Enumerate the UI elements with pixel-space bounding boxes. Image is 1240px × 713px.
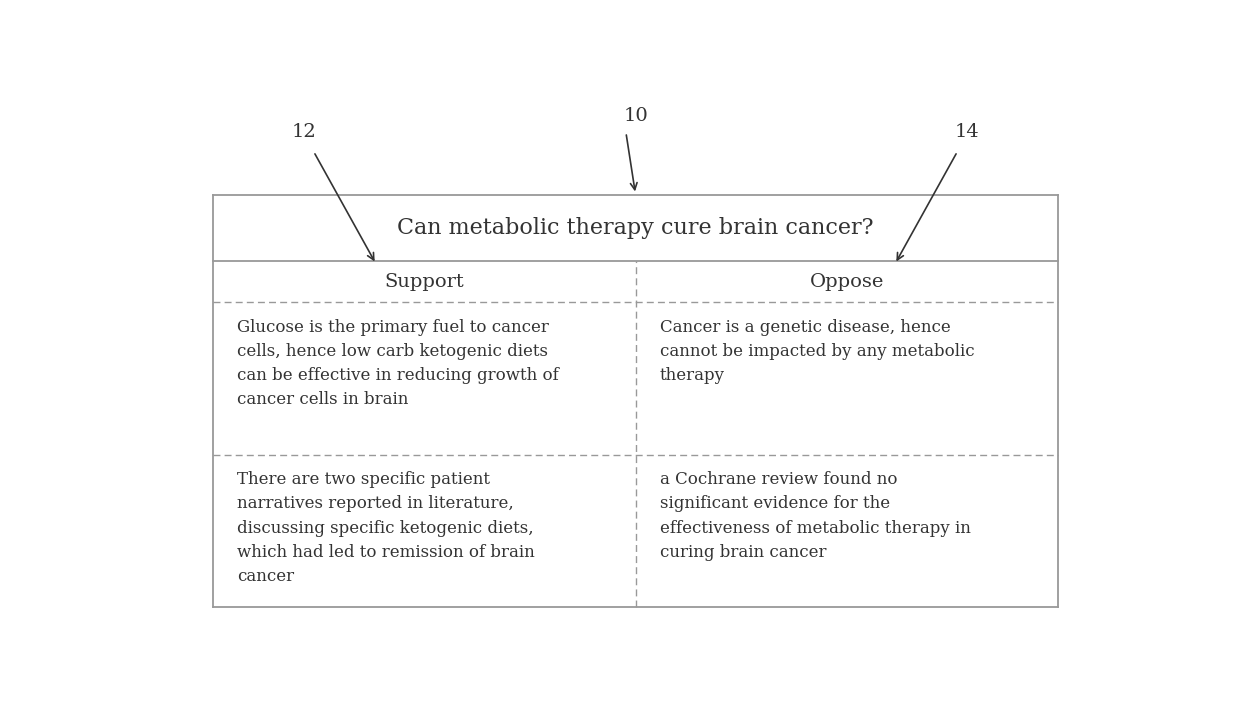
Text: Can metabolic therapy cure brain cancer?: Can metabolic therapy cure brain cancer? <box>397 217 874 240</box>
Text: 10: 10 <box>624 107 647 125</box>
Text: 12: 12 <box>291 123 316 141</box>
Text: Cancer is a genetic disease, hence
cannot be impacted by any metabolic
therapy: Cancer is a genetic disease, hence canno… <box>660 319 975 384</box>
Text: Glucose is the primary fuel to cancer
cells, hence low carb ketogenic diets
can : Glucose is the primary fuel to cancer ce… <box>237 319 558 409</box>
Text: Oppose: Oppose <box>810 273 884 291</box>
Text: Support: Support <box>384 273 464 291</box>
Text: There are two specific patient
narratives reported in literature,
discussing spe: There are two specific patient narrative… <box>237 471 534 585</box>
Text: 14: 14 <box>955 123 980 141</box>
Text: a Cochrane review found no
significant evidence for the
effectiveness of metabol: a Cochrane review found no significant e… <box>660 471 971 560</box>
